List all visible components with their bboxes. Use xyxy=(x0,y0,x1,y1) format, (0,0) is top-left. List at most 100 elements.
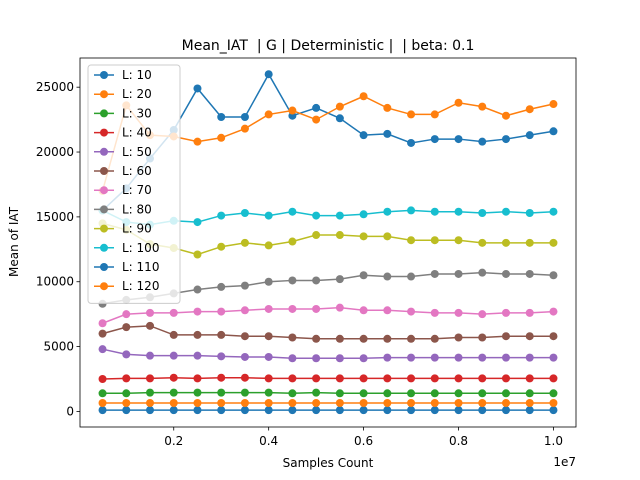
point xyxy=(454,135,463,144)
point xyxy=(312,334,321,343)
point xyxy=(430,269,439,278)
point xyxy=(525,332,534,341)
point xyxy=(430,308,439,317)
point xyxy=(335,102,344,111)
point xyxy=(264,70,273,79)
point xyxy=(407,236,416,245)
point xyxy=(383,399,392,408)
point xyxy=(146,321,155,330)
point xyxy=(359,354,368,363)
point xyxy=(264,241,273,250)
legend-label: L: 30 xyxy=(122,106,152,120)
legend-marker xyxy=(100,128,108,137)
point xyxy=(240,113,249,122)
point xyxy=(407,334,416,343)
point xyxy=(407,138,416,147)
point xyxy=(525,406,534,415)
point xyxy=(525,131,534,140)
point xyxy=(478,238,487,247)
point xyxy=(264,211,273,220)
legend-label: L: 60 xyxy=(122,164,152,178)
point xyxy=(478,399,487,408)
legend-label: L: 90 xyxy=(122,222,152,236)
point xyxy=(240,352,249,361)
point xyxy=(454,333,463,342)
point xyxy=(335,406,344,415)
point xyxy=(122,374,131,383)
point xyxy=(193,84,202,93)
point xyxy=(335,389,344,398)
point xyxy=(525,308,534,317)
point xyxy=(359,232,368,241)
point xyxy=(312,406,321,415)
point xyxy=(501,389,510,398)
point xyxy=(430,334,439,343)
point xyxy=(478,374,487,383)
point xyxy=(288,374,297,383)
point xyxy=(312,211,321,220)
legend-marker xyxy=(100,224,108,233)
point xyxy=(454,236,463,245)
legend-label: L: 40 xyxy=(122,126,152,140)
x-tick-label: 0.6 xyxy=(354,434,373,448)
legend-label: L: 110 xyxy=(122,260,159,274)
point xyxy=(501,269,510,278)
legend-marker xyxy=(100,186,108,195)
point xyxy=(335,231,344,240)
point xyxy=(478,137,487,146)
point xyxy=(454,399,463,408)
point xyxy=(217,330,226,339)
point xyxy=(264,406,273,415)
point xyxy=(98,406,107,415)
point xyxy=(146,308,155,317)
point xyxy=(217,352,226,361)
point xyxy=(312,276,321,285)
y-tick-label: 0 xyxy=(66,404,74,418)
point xyxy=(169,373,178,382)
legend-marker xyxy=(100,71,108,79)
x-tick-label: 1.0 xyxy=(544,434,563,448)
point xyxy=(478,406,487,415)
point xyxy=(478,310,487,319)
point xyxy=(335,354,344,363)
point xyxy=(312,374,321,383)
point xyxy=(430,135,439,144)
point xyxy=(501,374,510,383)
point xyxy=(549,238,558,247)
point xyxy=(478,333,487,342)
point xyxy=(454,308,463,317)
legend-marker xyxy=(100,282,108,291)
point xyxy=(312,231,321,240)
point xyxy=(335,303,344,312)
point xyxy=(407,110,416,119)
point xyxy=(98,329,107,338)
point xyxy=(501,399,510,408)
point xyxy=(549,100,558,109)
point xyxy=(169,308,178,317)
point xyxy=(478,353,487,362)
point xyxy=(264,388,273,397)
legend-box xyxy=(87,64,181,304)
point xyxy=(407,272,416,281)
point xyxy=(335,114,344,123)
point xyxy=(501,207,510,216)
point xyxy=(193,137,202,146)
point xyxy=(478,208,487,217)
point xyxy=(383,389,392,398)
point xyxy=(383,334,392,343)
point xyxy=(169,399,178,408)
point xyxy=(98,399,107,408)
point xyxy=(549,399,558,408)
point xyxy=(335,374,344,383)
point xyxy=(288,333,297,342)
legend-label: L: 50 xyxy=(122,145,152,159)
point xyxy=(549,332,558,341)
point xyxy=(501,406,510,415)
y-axis-label: Mean of IAT xyxy=(7,206,21,277)
point xyxy=(217,406,226,415)
point xyxy=(454,353,463,362)
point xyxy=(454,207,463,216)
point xyxy=(525,353,534,362)
point xyxy=(430,353,439,362)
legend-label: L: 20 xyxy=(122,87,152,101)
